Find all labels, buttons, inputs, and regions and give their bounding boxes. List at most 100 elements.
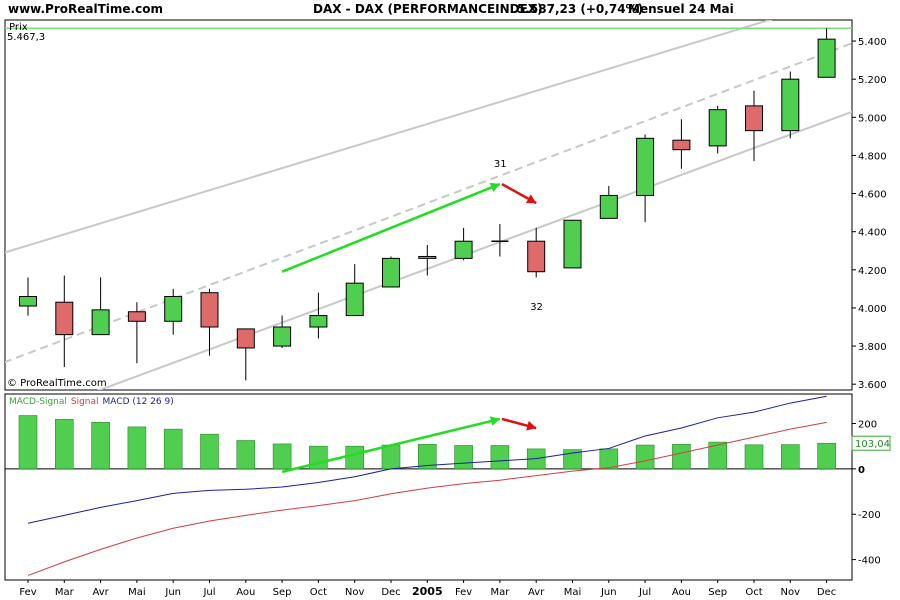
macd-line	[27, 395, 827, 524]
macd-histogram-bar	[780, 444, 800, 470]
macd-green-arrow	[281, 416, 501, 474]
macd-plot-area	[5, 395, 852, 576]
macd-histogram-bar	[200, 433, 219, 470]
quote-value: 5.587,23 (+0,74%)	[517, 2, 644, 16]
macd-histogram-bar	[672, 444, 691, 470]
candle	[599, 185, 618, 219]
x-tick-label: Aou	[672, 587, 691, 598]
candle-body	[599, 194, 618, 219]
macd-histogram-bar	[490, 445, 510, 470]
site-name[interactable]: www.ProRealTime.com	[8, 2, 163, 16]
candle-body	[636, 137, 655, 196]
candle	[454, 227, 473, 261]
channel-upper-line	[5, 20, 773, 254]
macd-y-tick-label: -400	[858, 556, 881, 567]
macd-histogram-bar	[817, 442, 836, 470]
macd-legend: MACD-Signal Signal MACD (12 26 9)	[9, 397, 174, 407]
signal-line	[27, 421, 827, 576]
x-tick-label: Dec	[817, 587, 836, 598]
macd-red-arrow-head	[526, 420, 537, 431]
macd-histogram-bar	[599, 448, 619, 470]
instrument-title: DAX - DAX (PERFORMANCEINDEX)	[313, 2, 543, 16]
candle	[418, 245, 437, 276]
macd-histogram-bar	[163, 428, 183, 470]
red-trend-arrow	[501, 182, 537, 205]
price-y-tick-label: 4.200	[858, 266, 887, 277]
macd-histogram-bar	[236, 440, 256, 470]
candle-body	[527, 240, 546, 273]
x-tick-label: Sep	[273, 587, 292, 598]
x-tick-label: Mai	[128, 587, 146, 598]
green-trend-arrow-head	[489, 182, 500, 193]
candle-body	[309, 315, 328, 328]
macd-histogram-bar	[454, 445, 473, 470]
legend-macd: MACD (12 26 9)	[103, 397, 174, 407]
candle-body	[672, 139, 691, 151]
candle-body	[708, 109, 727, 147]
candle	[273, 315, 292, 348]
x-tick-label: Sep	[708, 587, 727, 598]
candle-body	[418, 255, 437, 259]
candle	[236, 328, 255, 381]
macd-histogram-bar	[563, 449, 582, 470]
candle-body	[345, 282, 364, 317]
x-tick-label: Oct	[745, 587, 762, 598]
price-y-tick-label: 4.800	[858, 151, 887, 162]
x-tick-label: Dec	[381, 587, 400, 598]
candle-body	[563, 219, 582, 269]
candle-body	[200, 292, 219, 328]
price-y-tick-label: 5.400	[858, 37, 887, 48]
last-value-badge	[851, 435, 891, 451]
x-tick-label: Nov	[781, 587, 801, 598]
candle-body	[127, 311, 146, 322]
macd-histogram-bar	[744, 444, 764, 470]
x-tick-label: Aou	[236, 587, 255, 598]
x-tick-label: Jun	[164, 587, 181, 598]
macd-red-arrow	[501, 417, 537, 431]
macd-histogram-bar	[54, 419, 74, 470]
x-tick-label: Jul	[638, 587, 651, 598]
candle	[708, 105, 727, 154]
candle	[200, 288, 219, 356]
price-y-tick-label: 3.600	[858, 380, 887, 391]
price-y-tick-label: 5.200	[858, 75, 887, 86]
last-value-text: 103,04	[855, 439, 890, 450]
x-tick-label: Avr	[92, 587, 109, 598]
candle	[345, 264, 364, 317]
macd-histogram-bar	[708, 441, 728, 470]
price-y-tick-label: 3.800	[858, 342, 887, 353]
candle	[19, 277, 37, 316]
macd-histogram-bar	[18, 415, 38, 470]
candle-body	[236, 328, 255, 349]
macd-y-tick-label: 200	[858, 419, 877, 430]
macd-green-arrow-head	[489, 416, 500, 426]
macd-histogram-bar	[91, 422, 110, 470]
x-tick-label: Jun	[600, 587, 617, 598]
candle	[817, 28, 836, 78]
candle	[309, 292, 328, 339]
candle	[636, 134, 655, 223]
candle-body	[164, 296, 183, 322]
candle-body	[817, 38, 836, 78]
x-tick-label: Fev	[19, 587, 36, 598]
candle	[491, 224, 509, 257]
candle	[382, 256, 400, 288]
red-trend-arrow-head	[525, 194, 537, 204]
price-y-tick-label: 4.000	[858, 304, 887, 315]
macd-histogram-bar	[381, 444, 401, 470]
x-tick-label: Nov	[345, 587, 365, 598]
candle-body	[91, 309, 110, 336]
x-tick-label: Avr	[528, 587, 545, 598]
macd-histogram-bar	[127, 426, 147, 470]
macd-green-arrow-shaft	[281, 417, 501, 474]
candle	[91, 277, 110, 336]
watermark: © ProRealTime.com	[7, 378, 107, 389]
price-plot-area	[5, 20, 852, 390]
price-panel-frame	[4, 19, 853, 391]
candle	[127, 302, 146, 364]
macd-panel-frame	[4, 393, 853, 581]
candle	[672, 119, 691, 169]
candle	[164, 288, 183, 335]
candle-body	[19, 296, 37, 307]
